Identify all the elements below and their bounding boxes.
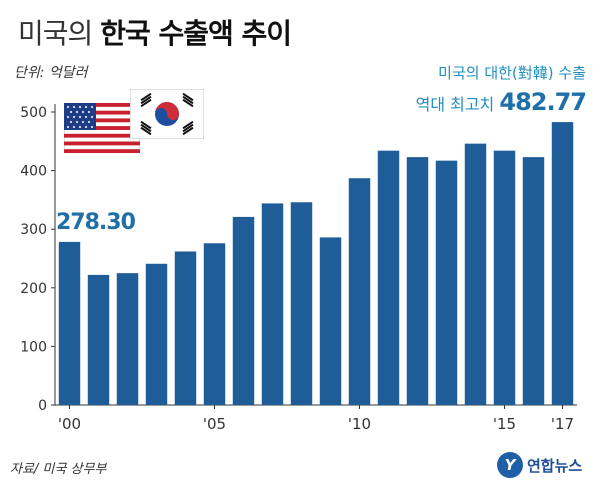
bar bbox=[261, 203, 284, 405]
page-title: 미국의 한국 수출액 추이 bbox=[18, 12, 292, 52]
bar bbox=[348, 178, 371, 405]
us-flag-icon bbox=[64, 103, 140, 153]
y-tick-label: 200 bbox=[20, 281, 47, 297]
record-note-value-line: 역대 최고치 482.77 bbox=[415, 88, 587, 116]
bar bbox=[116, 273, 139, 405]
bar bbox=[435, 160, 458, 405]
bar bbox=[377, 150, 400, 405]
y-tick-label: 300 bbox=[20, 222, 47, 238]
bar bbox=[464, 143, 487, 406]
bar bbox=[145, 263, 168, 405]
title-bold: 한국 수출액 추이 bbox=[100, 17, 292, 50]
title-light: 미국의 bbox=[18, 17, 93, 50]
x-tick-label: '17 bbox=[551, 415, 574, 433]
x-tick-label: '05 bbox=[203, 415, 226, 433]
x-tick-label: '10 bbox=[348, 415, 371, 433]
y-tick-label: 100 bbox=[20, 339, 47, 355]
unit-label: 단위: 억달러 bbox=[14, 65, 88, 81]
source-label: 자료/ 미국 상무부 bbox=[10, 462, 107, 477]
bar bbox=[522, 157, 545, 405]
bar bbox=[232, 216, 255, 405]
bar bbox=[319, 237, 342, 405]
bar bbox=[493, 150, 516, 405]
brand-logo: Y 연합뉴스 bbox=[497, 452, 582, 478]
brand-name: 연합뉴스 bbox=[527, 456, 583, 475]
bar bbox=[203, 243, 226, 405]
bar bbox=[551, 122, 574, 406]
korea-flag-icon bbox=[130, 89, 204, 139]
record-note-caption: 역대 최고치 bbox=[415, 95, 495, 114]
record-value: 482.77 bbox=[499, 88, 587, 116]
y-tick-label: 500 bbox=[20, 105, 47, 121]
x-tick-label: '00 bbox=[58, 415, 81, 433]
record-note-label: 미국의 대한(對韓) 수출 bbox=[438, 64, 586, 82]
y-tick-label: 0 bbox=[38, 398, 47, 414]
bar bbox=[174, 251, 197, 405]
bar bbox=[58, 241, 81, 405]
x-tick-label: '15 bbox=[493, 415, 516, 433]
bar bbox=[87, 274, 110, 405]
bar bbox=[406, 157, 429, 405]
bar bbox=[290, 202, 313, 405]
first-year-value-label: 278.30 bbox=[56, 210, 136, 235]
yonhap-logo-icon: Y bbox=[497, 452, 523, 478]
y-tick-label: 400 bbox=[20, 164, 47, 180]
